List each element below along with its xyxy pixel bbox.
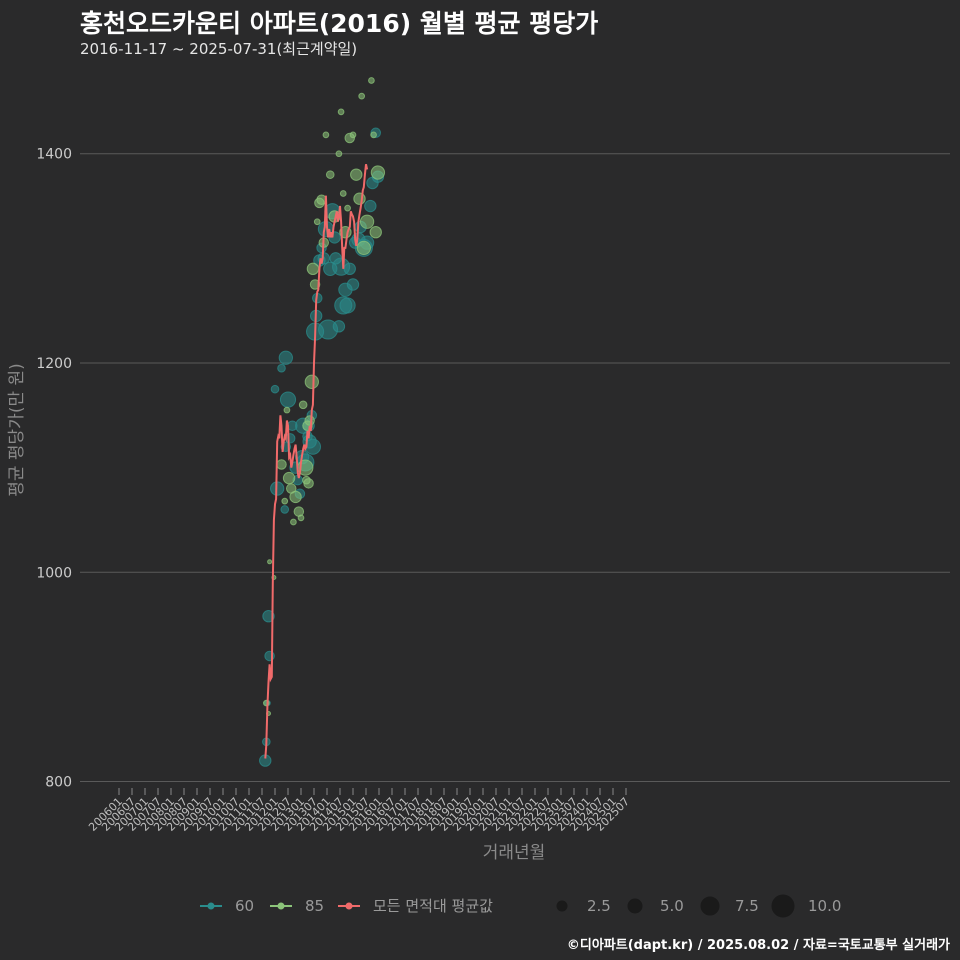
point-85 bbox=[297, 514, 305, 522]
y-axis-ticks: 800 1000 1200 1400 bbox=[36, 147, 72, 791]
grid-lines bbox=[80, 153, 950, 783]
point-85 bbox=[303, 478, 314, 489]
average-line bbox=[264, 163, 369, 759]
point-85 bbox=[344, 204, 351, 212]
point-85 bbox=[282, 471, 296, 485]
legend: 60 85 모든 면적대 평균값 2.5 5.0 7.5 10.0 bbox=[200, 894, 841, 918]
y-tick-label: 1000 bbox=[36, 565, 72, 581]
legend-size-label: 10.0 bbox=[808, 897, 841, 915]
point-85 bbox=[359, 214, 375, 229]
x-axis-ticks: 2006012006072007012007072008012008072009… bbox=[86, 788, 632, 834]
legend-dot-s60 bbox=[207, 902, 215, 910]
point-85 bbox=[289, 490, 302, 504]
point-85 bbox=[325, 170, 335, 179]
y-axis-label: 평균 평당가(만 원) bbox=[7, 363, 27, 497]
point-85 bbox=[335, 150, 343, 158]
point-60 bbox=[346, 278, 360, 291]
y-tick-label: 800 bbox=[45, 775, 72, 791]
point-60 bbox=[364, 199, 377, 213]
point-85 bbox=[304, 374, 319, 389]
point-85 bbox=[337, 108, 345, 116]
point-60 bbox=[270, 384, 280, 394]
credit-footer: ©디아파트(dapt.kr) / 2025.08.02 / 자료=국토교통부 실… bbox=[566, 938, 950, 953]
point-85 bbox=[322, 131, 330, 139]
point-60 bbox=[278, 350, 293, 365]
legend-size-circle bbox=[556, 900, 568, 912]
legend-label-s60: 60 bbox=[235, 897, 254, 915]
point-60 bbox=[279, 391, 297, 408]
y-tick-label: 1400 bbox=[36, 147, 72, 163]
legend-label-s85: 85 bbox=[305, 897, 324, 915]
legend-label-avg: 모든 면적대 평균값 bbox=[373, 897, 493, 915]
point-85 bbox=[356, 240, 371, 256]
legend-size-circle bbox=[627, 898, 643, 914]
point-85 bbox=[369, 225, 382, 239]
point-85 bbox=[306, 262, 320, 276]
point-85 bbox=[370, 131, 377, 139]
point-85 bbox=[281, 497, 289, 505]
x-axis-label: 거래년월 bbox=[483, 843, 546, 863]
point-85 bbox=[290, 518, 297, 526]
legend-dot-s85 bbox=[277, 902, 285, 910]
point-85 bbox=[358, 92, 366, 100]
point-85 bbox=[368, 77, 375, 84]
legend-size-label: 2.5 bbox=[587, 897, 611, 915]
legend-size-circle bbox=[771, 894, 795, 918]
point-85 bbox=[276, 459, 287, 470]
point-85 bbox=[349, 131, 357, 139]
point-85 bbox=[339, 190, 347, 197]
point-60 bbox=[339, 297, 356, 314]
legend-size-label: 7.5 bbox=[735, 897, 759, 915]
chart-title: 홍천오드카운티 아파트(2016) 월별 평균 평당가 bbox=[80, 9, 599, 38]
point-85 bbox=[350, 168, 363, 181]
scatter-points bbox=[259, 77, 386, 767]
point-60 bbox=[343, 262, 356, 276]
point-85 bbox=[313, 218, 321, 226]
point-60 bbox=[280, 505, 290, 514]
point-60 bbox=[332, 320, 346, 333]
legend-size-circle bbox=[700, 896, 720, 916]
legend-size-label: 5.0 bbox=[660, 897, 684, 915]
legend-dot-avg bbox=[345, 902, 353, 910]
point-60 bbox=[262, 610, 275, 623]
chart-subtitle: 2016-11-17 ~ 2025-07-31(최근계약일) bbox=[80, 40, 358, 58]
point-85 bbox=[298, 400, 308, 410]
point-85 bbox=[304, 415, 315, 426]
point-85 bbox=[370, 165, 386, 180]
average-line-layer bbox=[264, 163, 369, 759]
point-60 bbox=[277, 363, 286, 373]
point-85 bbox=[283, 406, 291, 414]
point-85 bbox=[267, 559, 273, 565]
y-tick-label: 1200 bbox=[36, 356, 72, 372]
point-85 bbox=[353, 192, 366, 205]
